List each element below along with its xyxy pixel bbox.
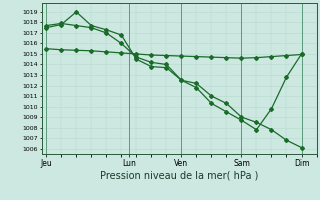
X-axis label: Pression niveau de la mer( hPa ): Pression niveau de la mer( hPa ) bbox=[100, 171, 258, 181]
